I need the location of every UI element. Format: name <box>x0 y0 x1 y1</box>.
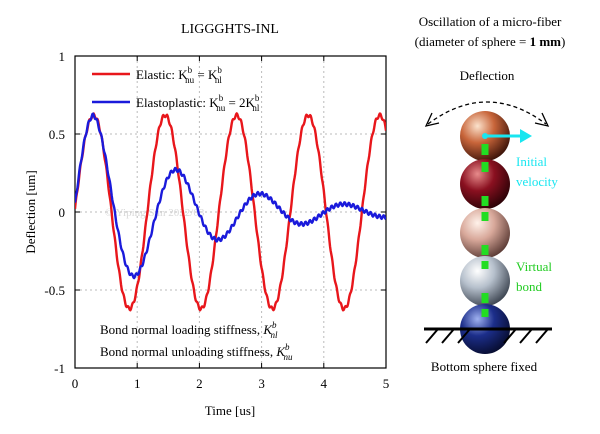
y-tick-label: -1 <box>54 361 65 376</box>
chart-title: LIGGGHTS-INL <box>181 22 279 37</box>
series-line-elastic <box>75 112 386 312</box>
y-tick-label: 0.5 <box>49 127 65 142</box>
x-tick-label: 0 <box>72 376 79 391</box>
fixed-ground <box>424 327 552 344</box>
y-tick-label: 0 <box>59 205 66 220</box>
sphere-2 <box>460 159 510 209</box>
y-tick-label: -0.5 <box>44 283 65 298</box>
watermark-text: © Yiping Sun 2022/03 <box>105 207 205 219</box>
sphere-3 <box>460 208 510 258</box>
velocity-arrowhead-icon <box>520 129 532 143</box>
x-tick-label: 3 <box>258 376 265 391</box>
deflection-arrow-left-icon <box>424 112 440 127</box>
chart-grid <box>75 56 386 368</box>
y-tick-label: 1 <box>59 49 66 64</box>
diagram-title-line2: (diameter of sphere = 1 mm) <box>415 34 566 49</box>
x-axis-label: Time [us] <box>205 403 255 418</box>
series-line-elastoplastic <box>75 112 386 280</box>
x-tick-label: 5 <box>383 376 390 391</box>
legend-label-elastoplastic: Elastoplastic: Kb nu = 2Kb nl <box>136 93 260 113</box>
bottom-sphere-label: Bottom sphere fixed <box>431 359 538 374</box>
initial-velocity-label-line1: Initial <box>516 154 547 169</box>
x-tick-label: 4 <box>321 376 328 391</box>
virtual-bond-label-line2: bond <box>516 279 543 294</box>
legend: Elastic: Kb nu = Kb nl Elastoplastic: Kb nu… <box>92 65 260 113</box>
virtual-bond-label-line1: Virtual <box>516 259 552 274</box>
axis-ticks: 0 1 2 3 4 5 -1 -0.5 0 0.5 1 <box>44 49 389 391</box>
series-layer <box>75 112 386 312</box>
deflection-label: Deflection <box>460 68 515 83</box>
x-tick-label: 1 <box>134 376 141 391</box>
annotation-unloading-stiffness: Bond normal unloading stiffness, Kb nu <box>100 342 293 362</box>
initial-velocity-label-line2: velocity <box>516 174 558 189</box>
sphere-4 <box>460 256 510 306</box>
deflection-arc <box>427 101 547 125</box>
x-tick-label: 2 <box>196 376 203 391</box>
deflection-arrow-right-icon <box>534 112 550 127</box>
diagram-title-line1: Oscillation of a micro-fiber <box>419 14 562 29</box>
y-axis-label: Deflection [um] <box>23 170 38 253</box>
legend-label-elastic: Elastic: Kb nu = Kb nl <box>136 65 222 85</box>
annotation-loading-stiffness: Bond normal loading stiffness, Kb nl <box>100 320 278 340</box>
